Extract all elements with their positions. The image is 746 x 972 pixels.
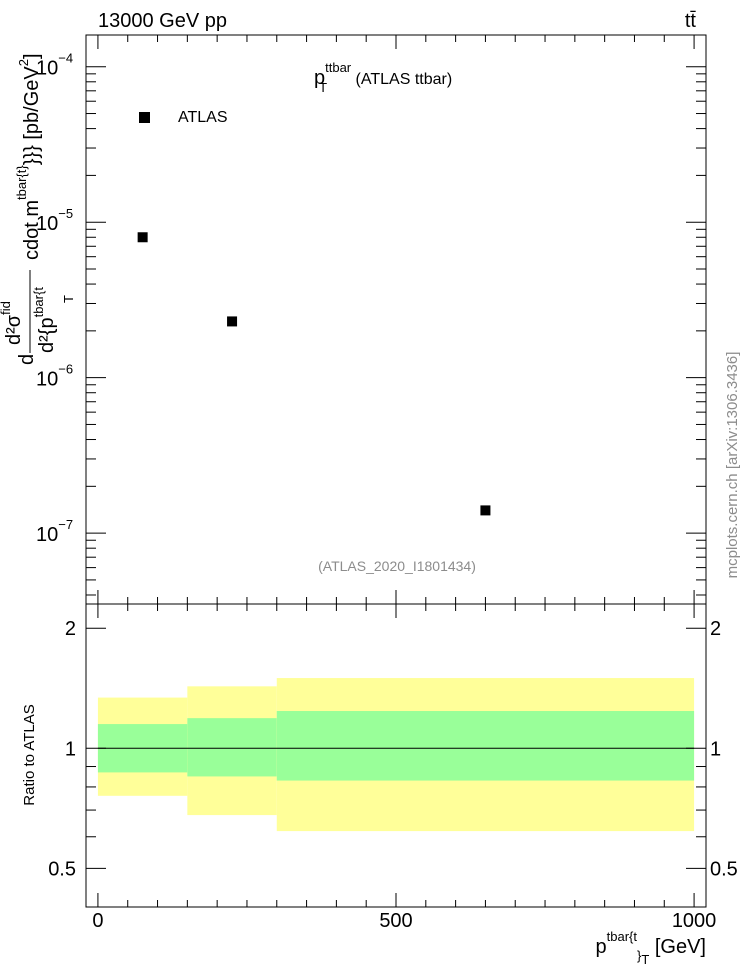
svg-text:d²{ptbar{tT: d²{ptbar{t T bbox=[31, 287, 76, 353]
legend-label: ATLAS bbox=[178, 109, 228, 126]
ratio-y-tick-label-right: 1 bbox=[710, 738, 721, 760]
ratio-y-tick-label-left: 1 bbox=[65, 738, 76, 760]
green-band-2 bbox=[276, 711, 695, 781]
axis-ticks bbox=[86, 35, 706, 908]
y-tick-label: 10−5 bbox=[36, 206, 73, 235]
ratio-y-tick-label-left: 0.5 bbox=[48, 858, 76, 880]
process-label: tt̄ bbox=[685, 10, 697, 32]
y-tick-label: 10−4 bbox=[36, 51, 73, 80]
mcplots-side-label: mcplots.cern.ch [arXiv:1306.3436] bbox=[724, 352, 741, 579]
data-point bbox=[227, 316, 238, 327]
y-tick-label: 10−7 bbox=[36, 517, 73, 546]
ratio-y-tick-label-right: 0.5 bbox=[710, 858, 738, 880]
green-band-1 bbox=[187, 718, 277, 777]
main-y-axis-label: d d²σfid d²{ptbar{t T cdot mtbar{t}}}} [p… bbox=[0, 53, 76, 365]
x-tick-label: 1000 bbox=[672, 910, 717, 932]
x-tick-labels: 0 500 1000 bbox=[92, 910, 716, 932]
x-tick-label: 500 bbox=[379, 910, 412, 932]
y-tick-label: 10−6 bbox=[36, 362, 73, 391]
data-point bbox=[480, 505, 491, 516]
svg-text:cdot mtbar{t}}}} [pb/GeV2]: cdot mtbar{t}}}} [pb/GeV2] bbox=[14, 53, 43, 260]
ratio-y-axis-label: Ratio to ATLAS bbox=[21, 704, 38, 805]
analysis-id-watermark: (ATLAS_2020_I1801434) bbox=[318, 558, 476, 574]
ratio-y-tick-label-right: 2 bbox=[710, 618, 721, 640]
main-y-tick-labels: 10−4 10−5 10−6 10−7 bbox=[36, 51, 73, 546]
svg-text:d: d bbox=[16, 354, 38, 365]
ratio-y-tick-label-left: 2 bbox=[65, 618, 76, 640]
x-axis-label: ptbar{t}T [GeV] bbox=[596, 929, 706, 967]
ratio-y-tick-labels: 0.5 0.5 1 1 2 2 bbox=[48, 618, 738, 880]
svg-text:d²σfid: d²σfid bbox=[0, 301, 25, 345]
data-points bbox=[137, 232, 491, 516]
collision-energy-label: 13000 GeV pp bbox=[98, 10, 227, 32]
data-point bbox=[137, 232, 148, 243]
ratio-bands bbox=[97, 678, 695, 832]
x-tick-label: 0 bbox=[92, 910, 103, 932]
legend-marker bbox=[139, 112, 150, 123]
plot-title: pttbar T (ATLAS ttbar) bbox=[314, 60, 452, 95]
